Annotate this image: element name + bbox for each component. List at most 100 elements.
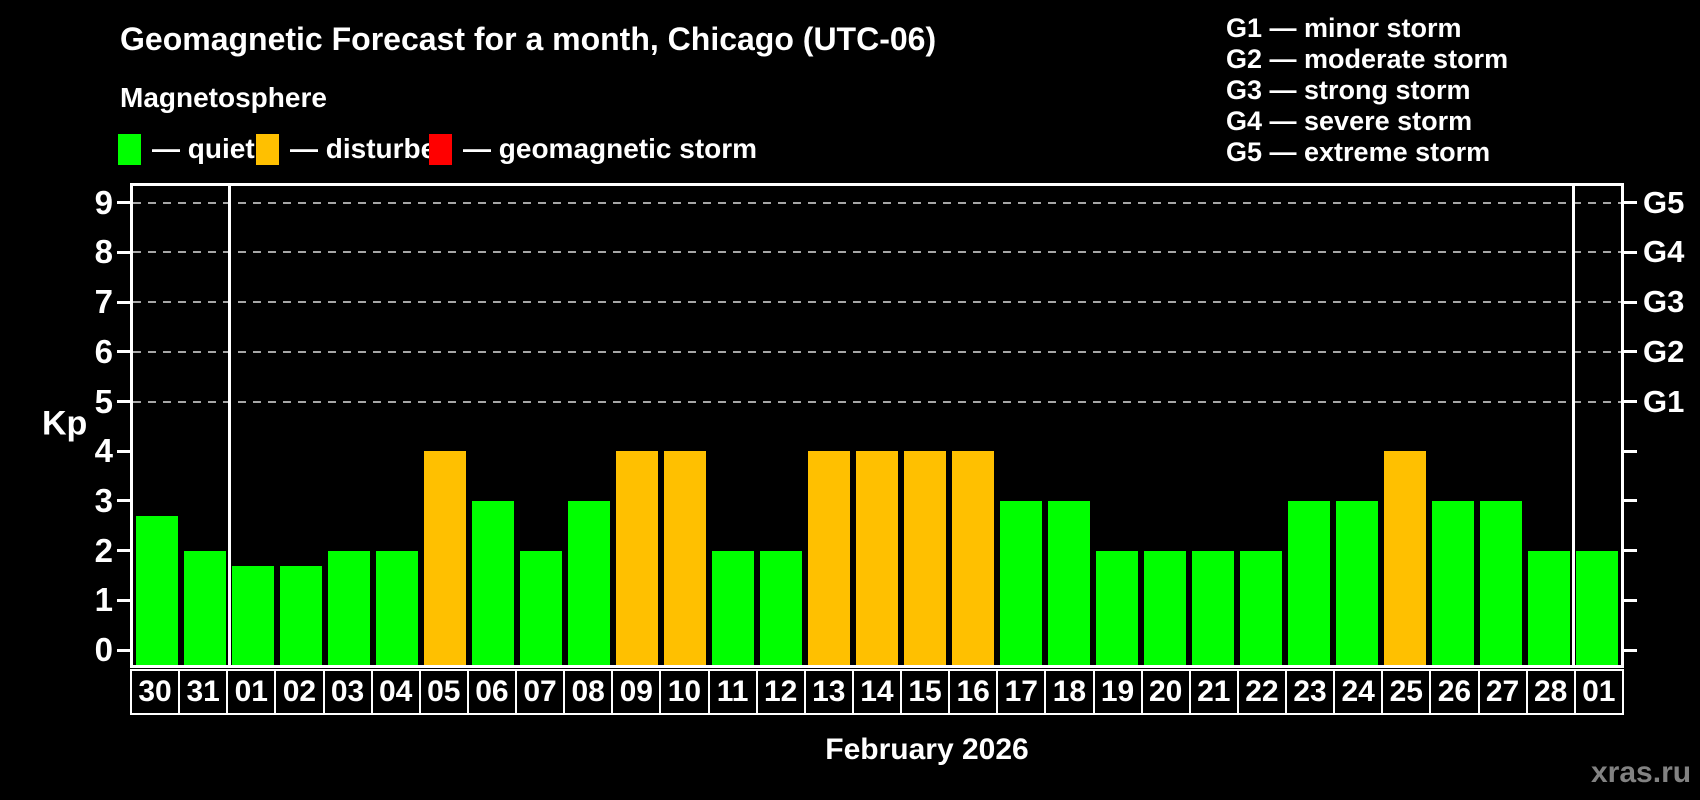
day-label-15: 15 <box>900 669 951 715</box>
kp-bar-day-09 <box>616 451 658 665</box>
kp-bar-day-26 <box>1432 500 1474 665</box>
gridline-kp-9 <box>133 201 1621 204</box>
y-axis-tick-right <box>1624 598 1637 602</box>
month-separator <box>227 186 231 665</box>
kp-bar-day-18 <box>1048 500 1090 665</box>
day-label-24: 24 <box>1333 669 1384 715</box>
kp-bar-day-14 <box>856 451 898 665</box>
day-label-01: 01 <box>1573 669 1624 715</box>
kp-bar-day-19 <box>1096 550 1138 665</box>
y-axis-tick-right <box>1624 350 1637 354</box>
disturbed-color-swatch <box>256 133 279 165</box>
y-axis-tick-right <box>1624 250 1637 254</box>
storm-color-swatch <box>429 133 452 165</box>
x-axis-title: February 2026 <box>825 733 1029 766</box>
day-label-20: 20 <box>1140 669 1191 715</box>
legend-item-quiet: — quiet <box>118 133 255 165</box>
day-label-08: 08 <box>563 669 614 715</box>
kp-bar-day-25 <box>1384 451 1426 665</box>
kp-bar-day-04 <box>376 550 418 665</box>
y-axis-tick-left <box>117 449 130 453</box>
day-label-23: 23 <box>1285 669 1336 715</box>
y-axis-tick-right <box>1624 300 1637 304</box>
kp-bar-day-31 <box>184 550 226 665</box>
gridline-kp-6 <box>133 350 1621 353</box>
kp-bar-day-17 <box>1000 500 1042 665</box>
day-label-06: 06 <box>466 669 517 715</box>
y-axis-tick-right <box>1624 648 1637 652</box>
y-axis-tick-left <box>117 350 130 354</box>
y-axis-tick-left <box>117 201 130 205</box>
page-title: Geomagnetic Forecast for a month, Chicag… <box>120 21 937 57</box>
right-axis-label-g3: G3 <box>1643 284 1685 320</box>
day-label-27: 27 <box>1477 669 1528 715</box>
gridline-kp-7 <box>133 301 1621 304</box>
g-legend-line-g4: G4 — severe storm <box>1226 106 1473 136</box>
legend-item-disturbed: — disturbed <box>256 133 453 165</box>
y-axis-tick-left <box>117 648 130 652</box>
x-axis-day-labels: 30 31 01 02 03 04 05 06 07 08 09 10 11 12 13 14 15 16 17 18… <box>130 669 1624 715</box>
kp-bar-day-28 <box>1528 550 1570 665</box>
day-label-04: 04 <box>370 669 421 715</box>
y-axis-tick-left <box>117 300 130 304</box>
y-tick-label-0: 0 <box>94 631 113 668</box>
day-label-11: 11 <box>707 669 758 715</box>
kp-bar-day-30 <box>136 515 178 665</box>
right-axis-label-g5: G5 <box>1643 184 1685 220</box>
kp-bar-day-06 <box>472 500 514 665</box>
day-label-25: 25 <box>1381 669 1432 715</box>
y-tick-label-3: 3 <box>94 481 113 519</box>
day-label-01: 01 <box>226 669 277 715</box>
legend-item-storm: — geomagnetic storm <box>429 133 757 165</box>
g-legend-line-g3: G3 — strong storm <box>1226 75 1471 105</box>
g-scale-legend: G1 — minor storm G2 — moderate storm G3 … <box>1226 13 1508 168</box>
day-label-31: 31 <box>178 669 229 715</box>
month-separator <box>1571 186 1575 665</box>
y-axis-tick-left <box>117 499 130 503</box>
y-axis-tick-right <box>1624 449 1637 453</box>
kp-bar-day-03 <box>328 550 370 665</box>
y-axis-tick-right <box>1624 549 1637 553</box>
chart-subtitle: Magnetosphere <box>120 82 327 113</box>
y-tick-label-5: 5 <box>94 382 113 420</box>
g-legend-line-g2: G2 — moderate storm <box>1226 44 1509 74</box>
kp-bar-day-22 <box>1240 550 1282 665</box>
kp-bar-day-02 <box>280 565 322 665</box>
right-axis-label-g2: G2 <box>1643 333 1685 369</box>
right-axis-label-g4: G4 <box>1643 234 1685 270</box>
day-label-18: 18 <box>1044 669 1095 715</box>
kp-bar-day-11 <box>712 550 754 665</box>
day-label-17: 17 <box>996 669 1047 715</box>
y-tick-label-6: 6 <box>94 332 113 370</box>
day-label-13: 13 <box>803 669 854 715</box>
y-tick-label-4: 4 <box>94 432 113 470</box>
kp-bar-day-15 <box>904 451 946 665</box>
day-label-03: 03 <box>322 669 373 715</box>
kp-bar-day-01 <box>232 565 274 665</box>
day-label-30: 30 <box>130 669 181 715</box>
kp-bar-day-10 <box>664 451 706 665</box>
day-label-16: 16 <box>948 669 999 715</box>
y-tick-label-1: 1 <box>94 581 113 619</box>
day-label-28: 28 <box>1525 669 1576 715</box>
y-tick-label-9: 9 <box>94 183 113 221</box>
kp-bar-day-20 <box>1144 550 1186 665</box>
day-label-02: 02 <box>274 669 325 715</box>
kp-bar-day-13 <box>808 451 850 665</box>
quiet-color-swatch <box>118 133 141 165</box>
day-label-26: 26 <box>1429 669 1480 715</box>
day-label-14: 14 <box>851 669 902 715</box>
y-axis-tick-right <box>1624 201 1637 205</box>
y-tick-label-8: 8 <box>94 233 113 271</box>
y-axis-tick-right <box>1624 400 1637 403</box>
g-legend-line-g1: G1 — minor storm <box>1226 13 1462 43</box>
day-label-05: 05 <box>418 669 469 715</box>
watermark: xras.ru <box>1591 756 1692 789</box>
y-axis-title: Kp <box>42 404 88 443</box>
y-axis-tick-left <box>117 549 130 553</box>
kp-bar-day-07 <box>520 550 562 665</box>
gridline-kp-8 <box>133 251 1621 254</box>
kp-bar-day-05 <box>424 451 466 665</box>
legend-label-quiet: — quiet <box>152 133 255 164</box>
